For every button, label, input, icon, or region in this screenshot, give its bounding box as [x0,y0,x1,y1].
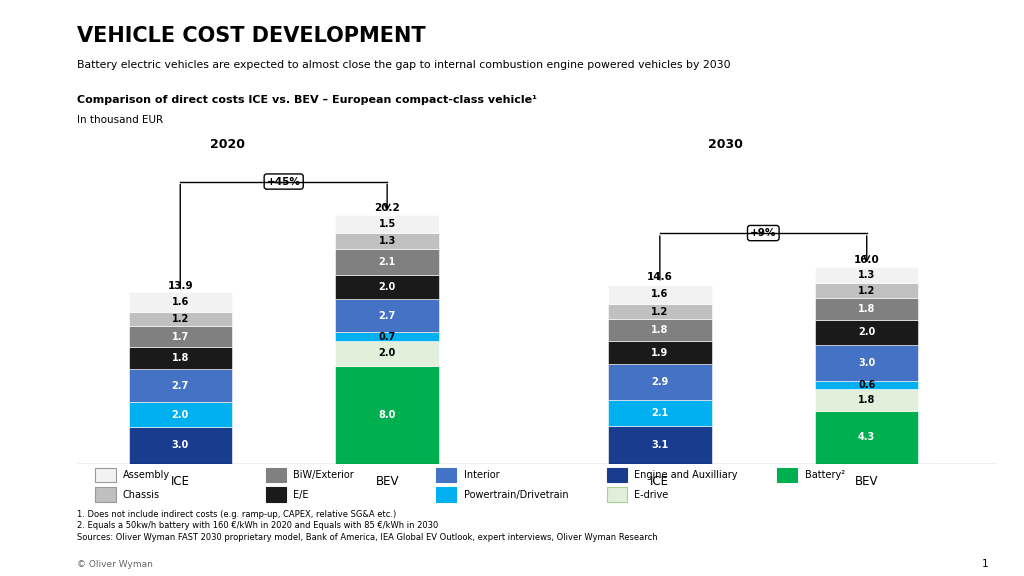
Text: 2.7: 2.7 [172,381,188,391]
Bar [129,403,232,427]
Text: 8.0: 8.0 [379,410,396,419]
Bar [608,365,712,400]
Text: 1.5: 1.5 [379,219,395,229]
Text: 0.7: 0.7 [379,332,395,342]
Bar [815,320,919,344]
Bar [129,292,232,312]
Text: 4.3: 4.3 [858,433,876,442]
Bar [336,300,439,332]
Text: 1.3: 1.3 [858,270,876,281]
Text: 1.9: 1.9 [651,348,669,358]
Text: 2.0: 2.0 [379,282,395,292]
Bar [777,468,798,483]
Text: BiW/Exterior: BiW/Exterior [293,470,354,480]
Text: Powertrain/Drivetrain: Powertrain/Drivetrain [464,490,568,499]
Text: ICE: ICE [650,475,670,488]
Bar [815,411,919,464]
Text: 2.9: 2.9 [651,377,669,387]
Bar [606,468,627,483]
Text: VEHICLE COST DEVELOPMENT: VEHICLE COST DEVELOPMENT [77,26,425,46]
Bar [336,366,439,464]
Text: 0.6: 0.6 [858,380,876,390]
Text: 2.1: 2.1 [651,408,669,418]
Bar [608,319,712,341]
Bar [815,283,919,298]
Text: 14.6: 14.6 [647,272,673,282]
Text: 1.2: 1.2 [172,314,188,324]
Text: Interior: Interior [464,470,500,480]
Text: 2020: 2020 [210,138,245,151]
Text: Battery electric vehicles are expected to almost close the gap to internal combu: Battery electric vehicles are expected t… [77,60,730,70]
Text: 2030: 2030 [709,138,743,151]
Text: 1.3: 1.3 [379,236,395,246]
Text: 1.6: 1.6 [651,289,669,300]
Bar [336,275,439,300]
Text: 2. Equals a 50kw/h battery with 160 €/kWh in 2020 and Equals with 85 €/kWh in 20: 2. Equals a 50kw/h battery with 160 €/kW… [77,521,438,530]
Text: E/E: E/E [293,490,309,499]
Text: 1: 1 [982,559,988,569]
Bar [336,332,439,341]
Bar [436,487,457,502]
Text: 2.0: 2.0 [858,327,876,338]
Text: 1.6: 1.6 [172,297,188,307]
Bar [129,369,232,403]
Bar [95,487,116,502]
Bar [815,298,919,320]
Text: 1.8: 1.8 [858,395,876,405]
Bar [608,426,712,464]
Bar [815,267,919,283]
Text: E-drive: E-drive [634,490,669,499]
Text: 2.1: 2.1 [379,257,395,267]
Bar [606,487,627,502]
Text: 1.7: 1.7 [172,332,188,342]
Text: 1.2: 1.2 [651,306,669,317]
Bar [95,468,116,483]
Text: 13.9: 13.9 [168,281,194,291]
Text: Battery²: Battery² [805,470,845,480]
Text: Comparison of direct costs ICE vs. BEV – European compact-class vehicle¹: Comparison of direct costs ICE vs. BEV –… [77,95,537,105]
Text: +45%: +45% [267,177,301,187]
Bar [608,341,712,365]
Bar [336,249,439,275]
Bar [129,312,232,326]
Bar [129,427,232,464]
Text: 1.8: 1.8 [858,304,876,314]
Bar [436,468,457,483]
Text: 20.2: 20.2 [374,203,400,214]
Text: 3.0: 3.0 [858,358,876,368]
Text: BEV: BEV [855,475,879,488]
Bar [608,304,712,319]
Text: 16.0: 16.0 [854,255,880,265]
Text: 1.2: 1.2 [858,286,876,295]
Bar [815,389,919,411]
Text: 2.0: 2.0 [379,348,395,358]
Bar [815,381,919,389]
Bar [336,233,439,249]
Bar [608,285,712,304]
Text: 2.0: 2.0 [172,410,188,419]
Text: 1. Does not include indirect costs (e.g. ramp-up, CAPEX, relative SG&A etc.): 1. Does not include indirect costs (e.g.… [77,510,396,519]
Text: In thousand EUR: In thousand EUR [77,115,163,125]
Text: 1.8: 1.8 [651,325,669,335]
Bar [336,341,439,366]
Text: ICE: ICE [171,475,189,488]
Text: © Oliver Wyman: © Oliver Wyman [77,560,153,569]
Text: 2.7: 2.7 [379,311,395,321]
Bar [815,344,919,381]
Text: Sources: Oliver Wyman FAST 2030 proprietary model, Bank of America, IEA Global E: Sources: Oliver Wyman FAST 2030 propriet… [77,533,657,542]
Text: Assembly: Assembly [123,470,170,480]
Text: 3.0: 3.0 [172,440,188,450]
Bar [336,215,439,233]
Bar [608,400,712,426]
Bar [129,347,232,369]
Text: +9%: +9% [751,228,776,238]
Text: Chassis: Chassis [123,490,160,499]
Text: Engine and Auxilliary: Engine and Auxilliary [634,470,738,480]
Bar [266,468,286,483]
Text: 1.8: 1.8 [172,353,189,363]
Text: BEV: BEV [376,475,399,488]
Text: 3.1: 3.1 [651,439,669,450]
Bar [266,487,286,502]
Bar [129,326,232,347]
